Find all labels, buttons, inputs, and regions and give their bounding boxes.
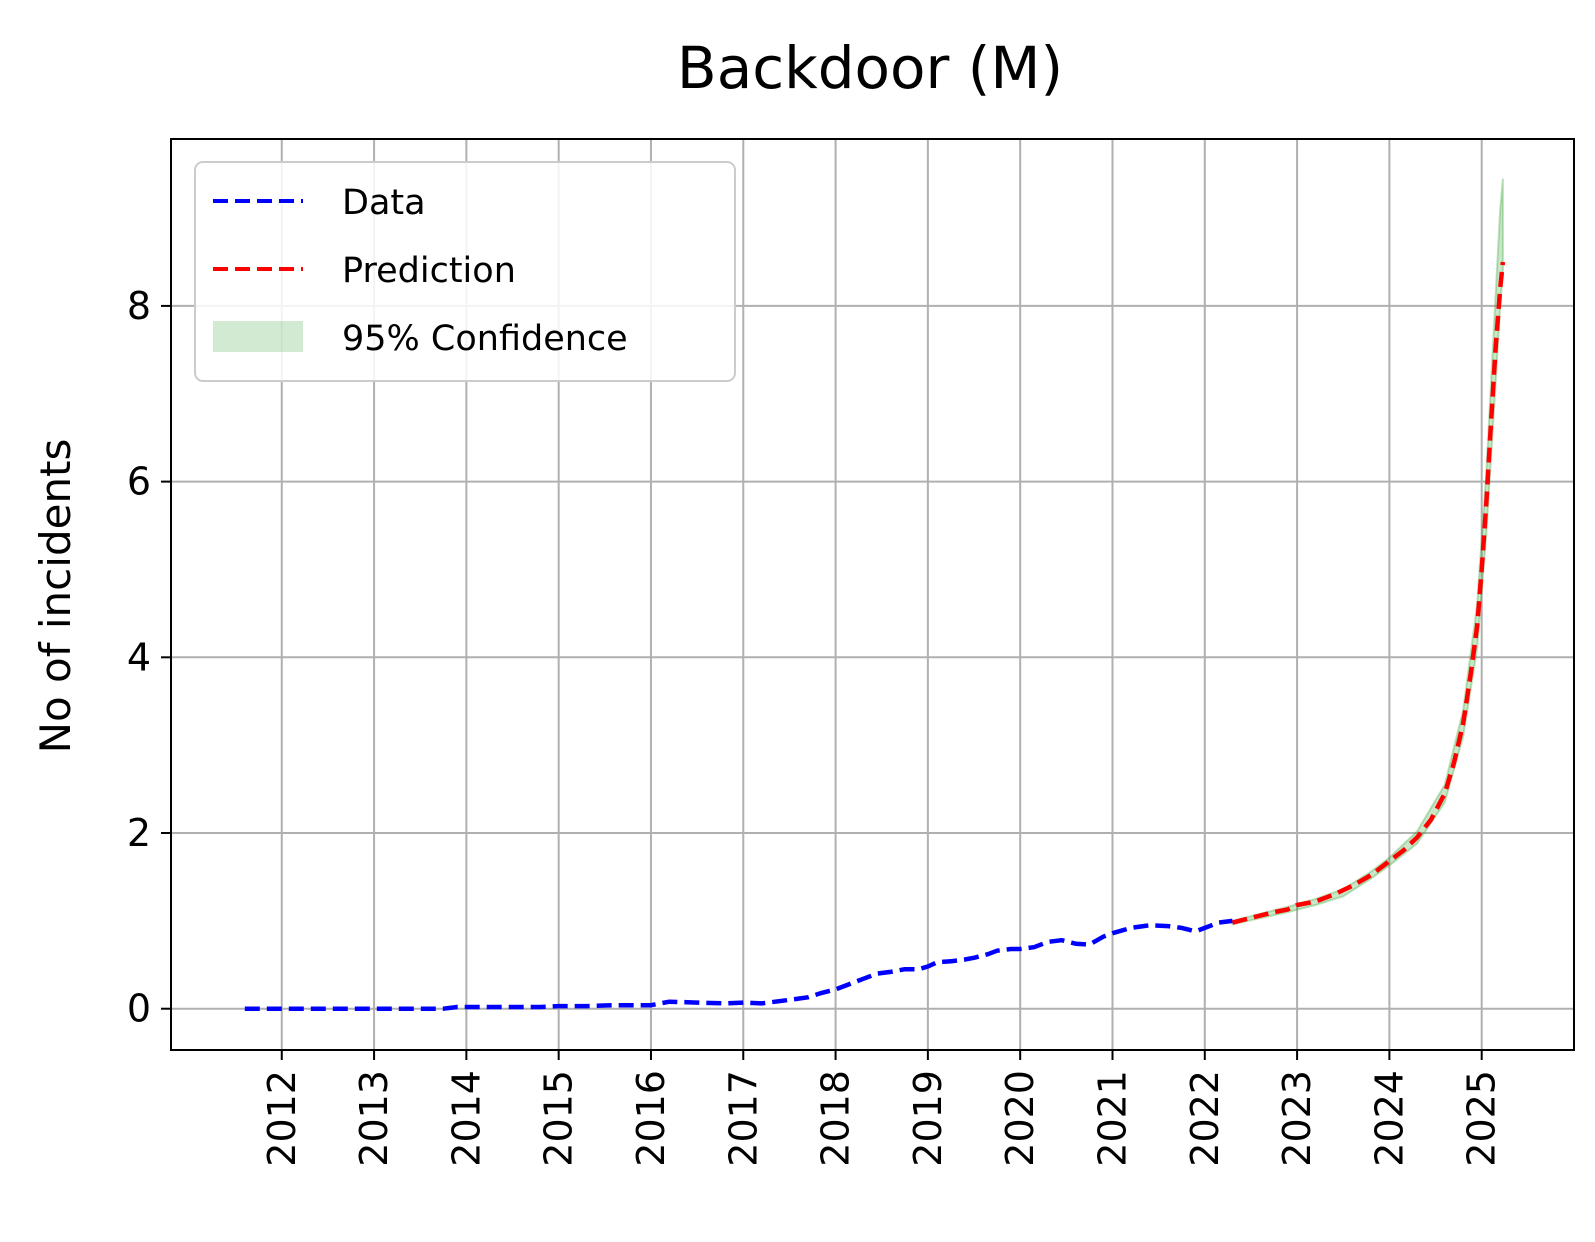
plot-frame	[170, 138, 1575, 1051]
legend: Data Prediction 95% Confidence	[194, 161, 736, 382]
x-tick-label: 2021	[1090, 1070, 1134, 1167]
y-tick-label: 2	[127, 811, 151, 855]
x-tick-label: 2014	[444, 1070, 488, 1167]
x-axis-ticks: 2012 2013 2014 2015 2016 2017 2018 2019 2020 2021…	[260, 1050, 1504, 1167]
x-tick-label: 2012	[260, 1070, 304, 1167]
x-tick-label: 2020	[998, 1070, 1042, 1167]
series-line-data	[244, 918, 1233, 1011]
y-axis-ticks: 0 2 4 6 8	[127, 284, 171, 1031]
x-tick-label: 2015	[537, 1070, 581, 1167]
y-tick-label: 8	[127, 284, 151, 328]
x-tick-label: 2017	[721, 1070, 765, 1167]
x-tick-label: 2022	[1183, 1070, 1227, 1167]
x-tick-label: 2013	[352, 1070, 396, 1167]
x-tick-label: 2019	[906, 1070, 950, 1167]
x-tick-label: 2016	[629, 1070, 673, 1167]
x-tick-label: 2018	[814, 1070, 858, 1167]
confidence-band-layer	[1231, 178, 1504, 926]
legend-frame	[194, 161, 736, 382]
series-layer	[244, 261, 1506, 1011]
confidence-band	[1231, 178, 1504, 926]
legend-confidence-label: 95% Confidence	[342, 319, 628, 359]
legend-confidence-swatch	[213, 321, 303, 352]
x-tick-label: 2024	[1367, 1070, 1411, 1167]
y-tick-label: 0	[127, 987, 151, 1031]
chart-title: Backdoor (M)	[677, 34, 1063, 102]
legend-data-label: Data	[342, 183, 426, 223]
y-axis-label: No of incidents	[31, 439, 80, 754]
x-tick-label: 2023	[1275, 1070, 1319, 1167]
x-tick-label: 2025	[1460, 1070, 1504, 1167]
y-tick-label: 6	[127, 460, 151, 504]
legend-prediction-label: Prediction	[342, 251, 516, 291]
y-tick-label: 4	[127, 635, 151, 679]
series-line-prediction	[1231, 261, 1506, 925]
